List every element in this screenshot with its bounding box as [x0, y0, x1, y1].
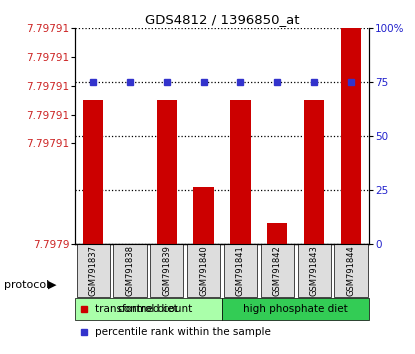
Text: control diet: control diet: [119, 304, 178, 314]
FancyBboxPatch shape: [75, 298, 222, 320]
Text: GSM791839: GSM791839: [162, 245, 171, 296]
Bar: [341, 28, 361, 244]
Bar: [230, 100, 251, 244]
FancyBboxPatch shape: [187, 244, 220, 297]
FancyBboxPatch shape: [298, 244, 331, 297]
Bar: [267, 223, 288, 244]
Bar: [120, 244, 140, 273]
Text: percentile rank within the sample: percentile rank within the sample: [95, 327, 271, 337]
Text: GSM791840: GSM791840: [199, 245, 208, 296]
FancyBboxPatch shape: [113, 244, 146, 297]
Text: high phosphate diet: high phosphate diet: [243, 304, 348, 314]
Bar: [193, 187, 214, 244]
Text: GSM791838: GSM791838: [125, 245, 134, 296]
Bar: [156, 100, 177, 244]
Title: GDS4812 / 1396850_at: GDS4812 / 1396850_at: [145, 13, 299, 26]
Text: GSM791837: GSM791837: [89, 245, 98, 296]
Text: GSM791842: GSM791842: [273, 245, 282, 296]
Text: transformed count: transformed count: [95, 304, 193, 314]
FancyBboxPatch shape: [150, 244, 183, 297]
Bar: [83, 100, 103, 244]
FancyBboxPatch shape: [334, 244, 368, 297]
FancyBboxPatch shape: [222, 298, 369, 320]
Text: GSM791841: GSM791841: [236, 245, 245, 296]
Text: GSM791843: GSM791843: [310, 245, 319, 296]
Text: GSM791844: GSM791844: [347, 245, 355, 296]
FancyBboxPatch shape: [261, 244, 294, 297]
FancyBboxPatch shape: [224, 244, 257, 297]
FancyBboxPatch shape: [76, 244, 110, 297]
Text: protocol: protocol: [4, 280, 49, 290]
Bar: [304, 100, 324, 244]
Text: ▶: ▶: [48, 280, 56, 290]
